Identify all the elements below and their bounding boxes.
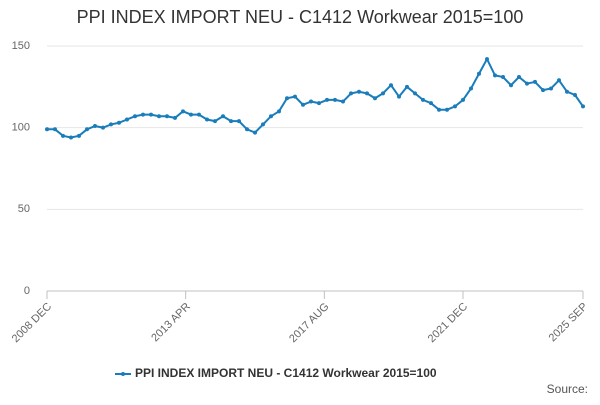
x-tick-label: 2008 DEC bbox=[10, 301, 54, 345]
point bbox=[293, 94, 297, 99]
point bbox=[301, 102, 305, 107]
x-tick-label: 2025 SEP bbox=[547, 301, 591, 345]
point bbox=[165, 114, 169, 119]
point bbox=[325, 97, 329, 102]
point bbox=[253, 130, 257, 135]
point bbox=[477, 71, 481, 76]
point bbox=[125, 117, 129, 122]
point bbox=[557, 78, 561, 83]
point bbox=[173, 115, 177, 120]
y-tick-label: 50 bbox=[18, 203, 30, 215]
x-tick-label: 2017 AUG bbox=[287, 301, 331, 345]
point bbox=[445, 107, 449, 112]
point bbox=[533, 79, 537, 84]
point bbox=[221, 114, 225, 119]
legend-label: PPI INDEX IMPORT NEU - C1412 Workwear 20… bbox=[135, 366, 437, 380]
point bbox=[101, 125, 105, 130]
legend-marker bbox=[121, 372, 125, 376]
point bbox=[485, 57, 489, 62]
y-tick-label: 0 bbox=[24, 285, 30, 297]
point bbox=[429, 101, 433, 106]
point bbox=[413, 91, 417, 96]
series-line bbox=[47, 56, 584, 139]
chart-title: PPI INDEX IMPORT NEU - C1412 Workwear 20… bbox=[77, 7, 524, 27]
point bbox=[501, 75, 505, 80]
point bbox=[269, 114, 273, 119]
x-tick-label: 2021 DEC bbox=[426, 301, 470, 345]
point bbox=[461, 97, 465, 102]
point bbox=[229, 119, 233, 124]
point bbox=[517, 75, 521, 80]
point bbox=[181, 109, 185, 114]
point bbox=[357, 89, 361, 94]
point bbox=[85, 127, 89, 132]
point bbox=[437, 107, 441, 112]
point bbox=[565, 89, 569, 94]
point bbox=[349, 91, 353, 96]
point bbox=[581, 104, 585, 109]
point bbox=[381, 91, 385, 96]
point bbox=[453, 104, 457, 109]
point bbox=[333, 97, 337, 102]
point bbox=[205, 117, 209, 122]
point bbox=[341, 99, 345, 104]
x-tick-label: 2013 APR bbox=[149, 301, 193, 345]
y-tick-label: 100 bbox=[12, 122, 30, 134]
point bbox=[237, 119, 241, 124]
point bbox=[309, 99, 313, 104]
point bbox=[213, 119, 217, 124]
point bbox=[117, 120, 121, 125]
point bbox=[365, 91, 369, 96]
point bbox=[45, 127, 49, 132]
point bbox=[525, 81, 529, 86]
point bbox=[285, 96, 289, 101]
point bbox=[373, 96, 377, 101]
point bbox=[469, 86, 473, 91]
point bbox=[77, 133, 81, 138]
point bbox=[197, 112, 201, 117]
point bbox=[109, 122, 113, 127]
point bbox=[405, 84, 409, 89]
point bbox=[421, 97, 425, 102]
point bbox=[53, 127, 57, 132]
point bbox=[277, 109, 281, 114]
point bbox=[509, 83, 513, 88]
point bbox=[493, 73, 497, 78]
point bbox=[189, 112, 193, 117]
point bbox=[141, 112, 145, 117]
point bbox=[573, 93, 577, 97]
point bbox=[149, 112, 153, 117]
point bbox=[133, 114, 137, 119]
point bbox=[397, 94, 401, 99]
point bbox=[541, 88, 545, 93]
point bbox=[261, 122, 265, 127]
point bbox=[69, 135, 73, 140]
point bbox=[317, 101, 321, 106]
point bbox=[61, 133, 65, 138]
point bbox=[245, 127, 249, 132]
point bbox=[549, 86, 553, 91]
y-tick-label: 150 bbox=[12, 40, 30, 52]
point bbox=[157, 114, 161, 119]
source: Source: bbox=[547, 382, 588, 396]
point bbox=[93, 124, 97, 129]
point bbox=[389, 83, 393, 88]
